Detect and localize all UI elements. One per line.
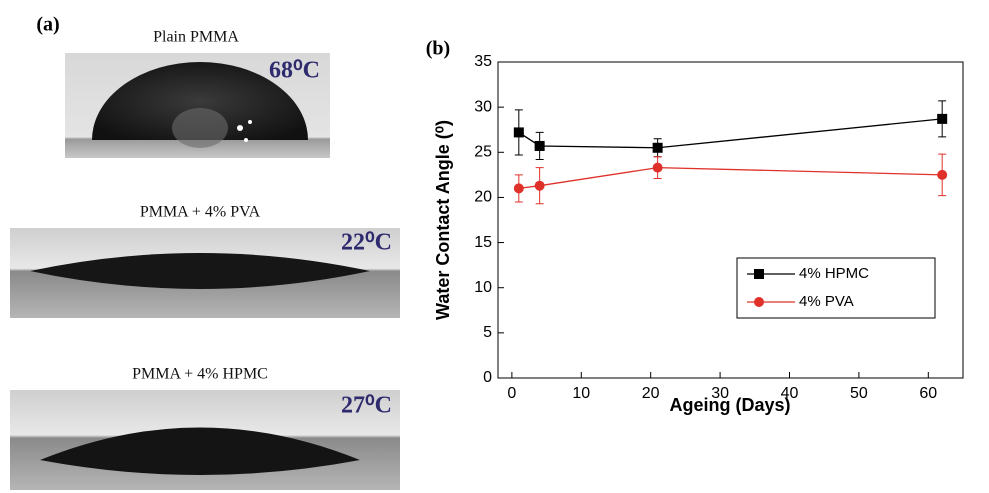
data-point bbox=[652, 142, 663, 153]
y-tick-label: 30 bbox=[474, 98, 492, 115]
data-point bbox=[534, 140, 545, 151]
legend-marker bbox=[754, 269, 764, 279]
image-caption: PMMA + 4% PVA bbox=[140, 204, 261, 221]
x-tick-label: 0 bbox=[507, 385, 516, 402]
series-line bbox=[518, 166, 943, 190]
droplet-photo bbox=[10, 228, 400, 318]
panel-label: (b) bbox=[426, 38, 450, 60]
legend-label: 4% HPMC bbox=[799, 265, 869, 282]
y-tick-label: 25 bbox=[474, 144, 492, 161]
data-point bbox=[937, 113, 948, 124]
droplet-photo bbox=[10, 390, 400, 490]
y-axis-label: Water Contact Angle (⁰) bbox=[433, 120, 453, 320]
y-tick-label: 5 bbox=[483, 324, 492, 341]
contact-angle-label: 22⁰C bbox=[341, 230, 392, 256]
plot-frame bbox=[497, 61, 964, 379]
y-tick-label: 35 bbox=[474, 53, 492, 70]
y-tick-label: 15 bbox=[474, 234, 492, 251]
contact-angle-label: 68⁰C bbox=[269, 58, 320, 84]
legend-box bbox=[736, 257, 936, 319]
x-tick-label: 50 bbox=[850, 385, 868, 402]
panel-label: (a) bbox=[36, 14, 59, 36]
x-tick-label: 40 bbox=[781, 385, 799, 402]
contact-angle-label: 27⁰C bbox=[341, 393, 392, 419]
droplet-photo bbox=[65, 53, 330, 158]
data-point bbox=[652, 162, 663, 173]
data-point bbox=[513, 127, 524, 138]
legend-marker bbox=[754, 297, 764, 307]
x-tick-label: 20 bbox=[642, 385, 660, 402]
data-point bbox=[937, 169, 948, 180]
x-tick-label: 10 bbox=[572, 385, 590, 402]
y-tick-label: 20 bbox=[474, 189, 492, 206]
y-tick-label: 10 bbox=[474, 279, 492, 296]
x-axis-label: Ageing (Days) bbox=[669, 395, 790, 415]
image-caption: Plain PMMA bbox=[153, 29, 239, 46]
y-tick-label: 0 bbox=[483, 369, 492, 386]
data-point bbox=[534, 180, 545, 191]
x-tick-label: 60 bbox=[919, 385, 937, 402]
data-point bbox=[513, 183, 524, 194]
image-caption: PMMA + 4% HPMC bbox=[132, 366, 268, 383]
legend-label: 4% PVA bbox=[799, 293, 854, 310]
series-line bbox=[518, 118, 943, 149]
x-tick-label: 30 bbox=[711, 385, 729, 402]
